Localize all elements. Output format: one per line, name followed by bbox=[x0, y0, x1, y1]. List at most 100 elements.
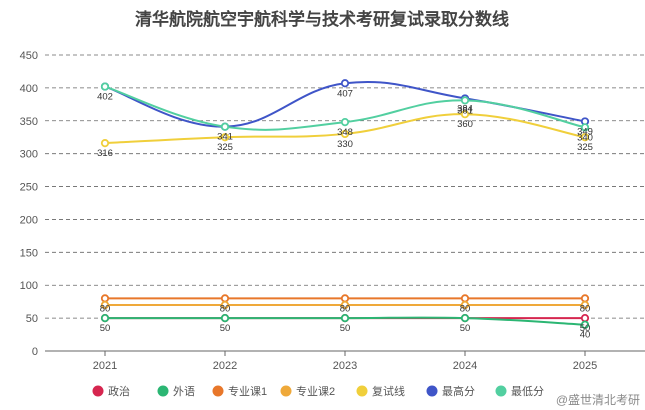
data-point[interactable] bbox=[580, 320, 590, 329]
series-专业课2 bbox=[100, 300, 590, 310]
legend-item[interactable]: 专业课2 bbox=[280, 384, 336, 398]
legend-label: 最高分 bbox=[442, 384, 475, 398]
data-label: 402 bbox=[97, 92, 113, 103]
series-外语 bbox=[100, 314, 590, 329]
data-point[interactable] bbox=[220, 122, 230, 131]
data-point[interactable] bbox=[100, 314, 110, 323]
data-label: 330 bbox=[337, 139, 353, 150]
y-tick-label: 300 bbox=[20, 149, 38, 161]
data-point[interactable] bbox=[460, 110, 470, 119]
data-label: 50 bbox=[220, 323, 231, 334]
y-tick-label: 150 bbox=[20, 247, 38, 259]
data-point[interactable] bbox=[340, 300, 350, 310]
x-tick-label: 2023 bbox=[333, 360, 357, 372]
data-label: 80 bbox=[580, 303, 591, 314]
data-label: 360 bbox=[457, 119, 473, 130]
y-tick-label: 0 bbox=[32, 346, 38, 358]
legend-item[interactable]: 专业课1 bbox=[212, 384, 268, 398]
x-tick-label: 2022 bbox=[213, 360, 237, 372]
series-最低分 bbox=[100, 82, 590, 132]
data-label: 80 bbox=[460, 303, 471, 314]
data-label: 348 bbox=[337, 127, 353, 138]
data-point[interactable] bbox=[580, 314, 590, 323]
series-lines bbox=[100, 79, 590, 329]
y-tick-label: 200 bbox=[20, 214, 38, 226]
data-point[interactable] bbox=[100, 294, 110, 303]
legend-label: 外语 bbox=[173, 385, 195, 398]
y-tick-label: 450 bbox=[20, 50, 38, 62]
data-point[interactable] bbox=[220, 133, 230, 142]
data-label: 80 bbox=[340, 303, 351, 314]
legend-item[interactable]: 政治 bbox=[92, 384, 131, 398]
data-label: 384 bbox=[457, 103, 473, 114]
data-label: 325 bbox=[577, 142, 593, 153]
data-label: 341 bbox=[217, 132, 233, 143]
data-point[interactable] bbox=[460, 300, 470, 310]
legend-marker bbox=[212, 385, 224, 397]
legend-marker bbox=[157, 385, 169, 397]
data-point[interactable] bbox=[100, 300, 110, 310]
data-label: 325 bbox=[217, 142, 233, 153]
data-label: 80 bbox=[220, 303, 231, 314]
y-tick-label: 400 bbox=[20, 83, 38, 95]
data-point[interactable] bbox=[580, 123, 590, 132]
x-tick-label: 2025 bbox=[573, 360, 597, 372]
data-point[interactable] bbox=[340, 117, 350, 127]
data-label: 316 bbox=[97, 148, 113, 159]
data-label: 340 bbox=[577, 132, 593, 143]
data-point[interactable] bbox=[340, 294, 350, 303]
axes: 0 50 100 150 200 250 300 350 400 450 2021 2022 2023 2… bbox=[20, 50, 645, 372]
legend-marker bbox=[92, 385, 104, 397]
grid-lines bbox=[45, 54, 645, 319]
data-point[interactable] bbox=[340, 129, 350, 139]
legend-label: 复试线 bbox=[372, 384, 405, 398]
data-label: 50 bbox=[580, 323, 591, 334]
y-tick-label: 50 bbox=[26, 313, 38, 325]
data-label: 50 bbox=[340, 323, 351, 334]
series-专业课1 bbox=[100, 294, 590, 303]
legend-marker bbox=[495, 385, 507, 397]
data-point[interactable] bbox=[580, 300, 590, 310]
y-tick-label: 100 bbox=[20, 280, 38, 292]
legend-label: 专业课1 bbox=[228, 384, 267, 398]
data-point[interactable] bbox=[460, 314, 470, 323]
watermark: @盛世清北考研 bbox=[556, 392, 640, 407]
data-label: 381 bbox=[457, 105, 473, 116]
legend-item[interactable]: 复试线 bbox=[356, 384, 406, 398]
data-point[interactable] bbox=[340, 79, 350, 88]
x-tick-label: 2021 bbox=[93, 360, 117, 372]
x-tick-label: 2024 bbox=[453, 360, 477, 372]
legend-item[interactable]: 外语 bbox=[157, 385, 196, 398]
data-point[interactable] bbox=[220, 300, 230, 310]
legend-marker bbox=[426, 385, 438, 397]
data-point[interactable] bbox=[460, 294, 470, 303]
chart-title: 清华航院航空宇航科学与技术考研复试录取分数线 bbox=[135, 9, 509, 30]
legend-label: 专业课2 bbox=[296, 384, 335, 398]
legend[interactable]: 政治 外语 专业课1 专业课2 复试线 最高分 最低分 bbox=[92, 384, 545, 398]
data-point[interactable] bbox=[220, 314, 230, 323]
data-point[interactable] bbox=[340, 314, 350, 323]
data-label: 50 bbox=[460, 323, 471, 334]
legend-item[interactable]: 最低分 bbox=[495, 385, 545, 398]
series-复试线 bbox=[100, 110, 590, 148]
data-point[interactable] bbox=[220, 294, 230, 303]
data-point[interactable] bbox=[100, 82, 110, 91]
y-tick-label: 250 bbox=[20, 182, 38, 194]
legend-label: 政治 bbox=[108, 384, 130, 398]
data-point[interactable] bbox=[100, 139, 110, 148]
legend-marker bbox=[356, 385, 368, 397]
data-label: 407 bbox=[337, 88, 353, 99]
legend-label: 最低分 bbox=[511, 385, 544, 398]
data-point[interactable] bbox=[580, 133, 590, 142]
legend-marker bbox=[280, 385, 292, 397]
y-tick-label: 350 bbox=[20, 116, 38, 128]
data-label: 40 bbox=[580, 330, 591, 341]
data-label: 80 bbox=[100, 303, 111, 314]
data-label: 349 bbox=[577, 126, 593, 137]
legend-item[interactable]: 最高分 bbox=[426, 384, 476, 398]
data-point[interactable] bbox=[460, 96, 470, 105]
data-point[interactable] bbox=[580, 294, 590, 303]
